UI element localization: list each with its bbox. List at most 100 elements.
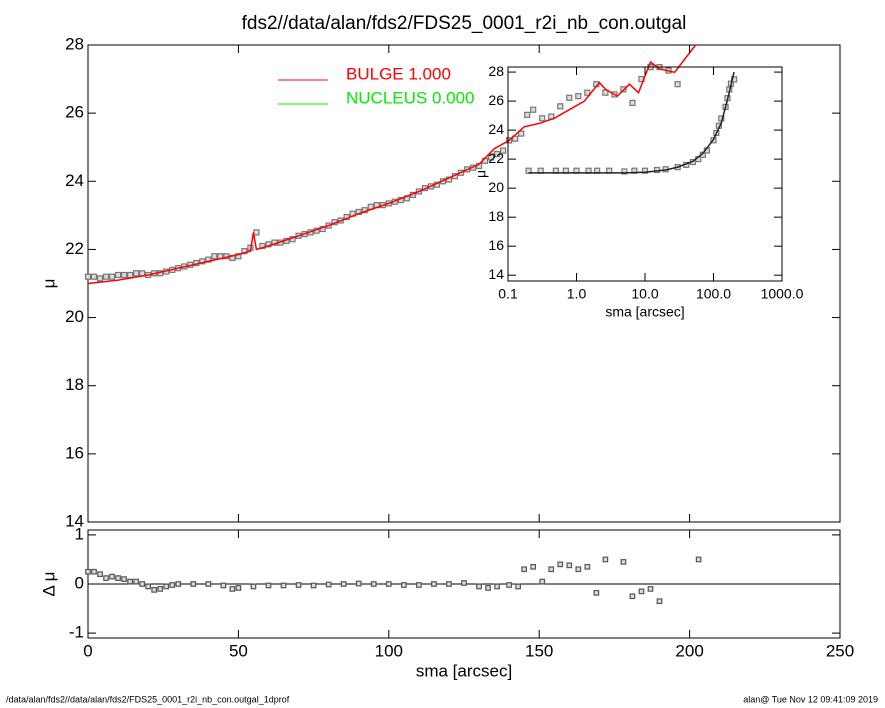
x-tick-label: 100.0 <box>696 286 731 302</box>
data-point <box>656 598 663 605</box>
data-point <box>524 111 531 118</box>
data-point <box>253 229 260 236</box>
y-tick-label: 14 <box>488 266 504 282</box>
data-point <box>97 571 103 578</box>
data-point <box>355 580 362 587</box>
legend-label: BULGE 1.000 <box>346 64 451 83</box>
data-point <box>169 582 176 588</box>
data-point <box>494 583 500 590</box>
data-point <box>133 578 139 585</box>
data-point <box>446 581 452 587</box>
data-point <box>145 583 152 590</box>
data-point <box>530 563 537 570</box>
data-point <box>90 273 98 280</box>
x-tick-label: 0.1 <box>498 286 518 302</box>
x-tick-label: 200 <box>675 641 703 660</box>
data-point <box>593 589 600 596</box>
data-point <box>133 270 140 277</box>
data-point <box>127 271 134 279</box>
y-tick-label: 26 <box>65 103 84 122</box>
data-point <box>621 168 628 175</box>
x-tick-label: 10.0 <box>631 286 658 302</box>
data-point <box>163 583 170 590</box>
y-axis-label: μ <box>39 279 58 289</box>
data-point <box>220 582 227 589</box>
y-tick-label: 16 <box>65 443 84 462</box>
data-point <box>229 586 236 592</box>
data-point <box>109 573 115 580</box>
data-point <box>584 89 591 96</box>
data-point <box>515 583 521 590</box>
y-tick-label: 28 <box>65 34 84 53</box>
data-point <box>674 81 681 88</box>
data-point <box>506 582 512 588</box>
data-point <box>139 581 145 587</box>
data-point <box>539 578 546 585</box>
footer-right: alan@ Tue Nov 12 09:41:09 2019 <box>743 694 878 704</box>
data-point <box>325 581 332 588</box>
data-point <box>151 587 158 593</box>
y-tick-label: 1 <box>75 524 84 543</box>
y-tick-label: 14 <box>65 511 84 530</box>
data-point <box>647 586 654 592</box>
data-point <box>91 568 97 575</box>
y-axis-label: Δ μ <box>39 572 58 597</box>
data-point <box>431 581 437 587</box>
data-point <box>85 568 91 575</box>
data-point <box>295 582 302 588</box>
data-point <box>370 581 377 587</box>
data-point <box>211 253 218 260</box>
x-axis-label: sma [arcsec] <box>605 304 684 320</box>
chart-title: fds2//data/alan/fds2/FDS25_0001_r2i_nb_c… <box>242 13 687 34</box>
data-point <box>385 581 392 587</box>
data-point <box>602 556 609 563</box>
data-point <box>641 167 649 174</box>
data-point <box>461 580 467 586</box>
data-point <box>493 150 501 158</box>
data-point <box>127 578 133 585</box>
data-point <box>175 581 182 587</box>
data-point <box>265 241 272 248</box>
data-point <box>500 147 507 154</box>
data-point <box>265 582 272 589</box>
y-axis-label: μ <box>473 170 489 178</box>
footer-left: /data/alan/fds2//data/alan/fds2/FDS25_00… <box>6 694 290 704</box>
data-point <box>340 581 347 587</box>
x-tick-label: 50 <box>229 641 248 660</box>
x-tick-label: 100 <box>375 641 403 660</box>
y-tick-label: 18 <box>488 208 504 224</box>
data-point <box>530 106 537 113</box>
model-line <box>87 44 697 285</box>
x-tick-label: 150 <box>525 641 553 660</box>
data-point <box>695 556 702 563</box>
data-point <box>416 582 422 588</box>
data-point <box>250 583 257 590</box>
data-point <box>259 242 266 250</box>
data-point <box>84 273 92 280</box>
data-point <box>557 103 564 110</box>
plot-frame <box>507 66 783 282</box>
y-tick-label: 24 <box>65 171 84 190</box>
data-point <box>190 581 197 587</box>
x-axis-label: sma [arcsec] <box>416 661 512 680</box>
data-point <box>566 94 573 101</box>
data-point <box>629 593 636 600</box>
data-point <box>102 273 110 280</box>
data-point <box>400 582 407 588</box>
y-tick-label: 20 <box>65 307 84 326</box>
x-tick-label: 250 <box>826 641 854 660</box>
data-point <box>476 583 482 590</box>
data-point <box>115 575 121 581</box>
y-tick-label: 20 <box>488 179 504 195</box>
data-point <box>280 582 287 589</box>
y-tick-label: 26 <box>488 92 504 108</box>
data-point <box>487 154 495 161</box>
data-point <box>602 89 609 96</box>
data-point <box>485 585 491 591</box>
data-point <box>518 130 525 137</box>
y-tick-label: -1 <box>69 623 84 642</box>
model-line <box>528 71 735 174</box>
data-point <box>235 585 242 591</box>
data-point <box>96 275 104 282</box>
